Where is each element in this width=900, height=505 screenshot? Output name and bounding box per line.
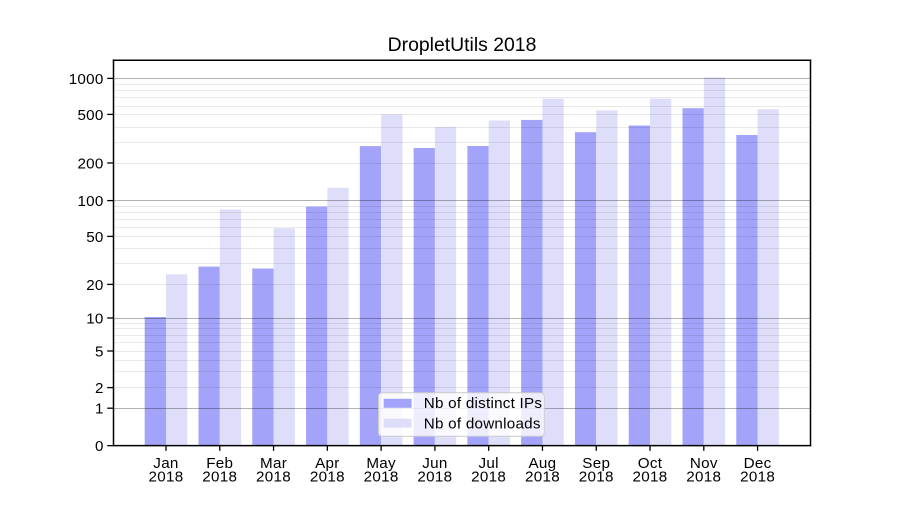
svg-text:2018: 2018 (310, 469, 345, 486)
svg-text:Oct: Oct (638, 455, 663, 472)
svg-text:200: 200 (77, 156, 103, 173)
svg-text:Dec: Dec (744, 455, 772, 472)
svg-text:20: 20 (86, 277, 104, 294)
svg-text:Nb of distinct IPs: Nb of distinct IPs (424, 395, 543, 412)
svg-text:5: 5 (95, 344, 104, 361)
svg-text:10: 10 (86, 311, 104, 328)
svg-text:2018: 2018 (256, 469, 291, 486)
svg-text:100: 100 (77, 193, 103, 210)
svg-text:2018: 2018 (149, 469, 184, 486)
svg-text:Aug: Aug (528, 455, 556, 472)
svg-text:Mar: Mar (260, 455, 287, 472)
svg-text:Feb: Feb (206, 455, 233, 472)
svg-text:1: 1 (95, 401, 104, 418)
svg-text:2018: 2018 (686, 469, 721, 486)
svg-text:2: 2 (95, 380, 104, 397)
svg-text:Nov: Nov (690, 455, 718, 472)
svg-text:2018: 2018 (579, 469, 614, 486)
svg-text:Jan: Jan (153, 455, 178, 472)
svg-text:Nb of downloads: Nb of downloads (424, 416, 541, 433)
svg-text:0: 0 (95, 438, 104, 455)
svg-text:2018: 2018 (364, 469, 399, 486)
svg-text:Jun: Jun (422, 455, 447, 472)
svg-text:2018: 2018 (471, 469, 506, 486)
svg-text:2018: 2018 (740, 469, 775, 486)
svg-text:Jul: Jul (479, 455, 499, 472)
svg-text:1000: 1000 (69, 71, 104, 88)
svg-text:2018: 2018 (633, 469, 668, 486)
svg-text:Sep: Sep (582, 455, 610, 472)
svg-text:Apr: Apr (315, 455, 340, 472)
svg-text:2018: 2018 (202, 469, 237, 486)
svg-text:May: May (366, 455, 396, 472)
svg-text:500: 500 (77, 107, 103, 124)
svg-text:DropletUtils 2018: DropletUtils 2018 (388, 34, 537, 56)
svg-text:2018: 2018 (417, 469, 452, 486)
svg-text:2018: 2018 (525, 469, 560, 486)
svg-text:50: 50 (86, 229, 104, 246)
